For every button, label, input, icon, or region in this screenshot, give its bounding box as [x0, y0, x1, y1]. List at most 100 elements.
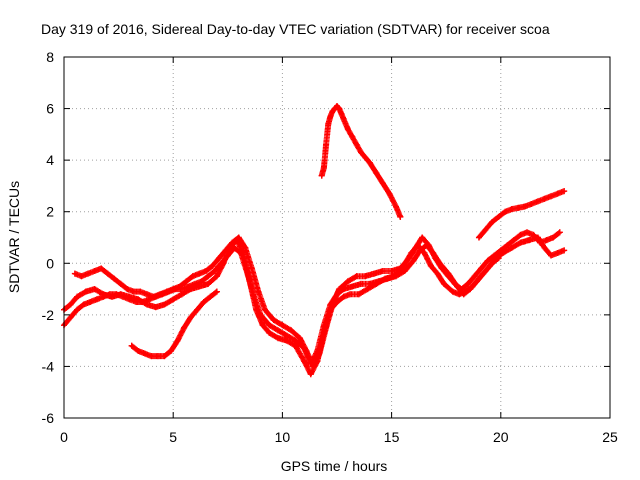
- data-point: [524, 229, 531, 236]
- data-point: [510, 237, 517, 244]
- data-point: [283, 337, 290, 344]
- data-point: [307, 371, 314, 378]
- data-point: [561, 188, 568, 195]
- data-point: [478, 265, 485, 272]
- chart-title: Day 319 of 2016, Sidereal Day-to-day VTE…: [41, 21, 550, 37]
- data-point: [202, 268, 209, 275]
- data-point: [168, 347, 175, 354]
- data-point: [71, 270, 78, 277]
- data-point: [301, 358, 308, 365]
- data-point: [517, 239, 524, 246]
- data-point: [154, 353, 161, 360]
- data-point: [556, 229, 563, 236]
- data-point: [292, 342, 299, 349]
- data-point: [550, 234, 557, 241]
- data-point: [548, 193, 555, 200]
- x-tick-label: 5: [169, 429, 177, 445]
- data-point: [425, 242, 432, 249]
- data-point: [473, 278, 480, 285]
- data-point: [141, 350, 148, 357]
- data-point: [170, 286, 177, 293]
- data-point: [235, 234, 242, 241]
- data-point: [237, 249, 244, 256]
- series-arc-6: [475, 188, 568, 241]
- data-point: [325, 121, 332, 128]
- data-point: [521, 203, 528, 210]
- data-point: [480, 270, 487, 277]
- data-point: [484, 257, 491, 264]
- data-point: [336, 286, 343, 293]
- data-point: [537, 239, 544, 246]
- data-point: [270, 317, 277, 324]
- data-point: [386, 190, 393, 197]
- data-point: [340, 293, 347, 300]
- data-point: [222, 247, 229, 254]
- x-tick-label: 0: [60, 429, 68, 445]
- data-point: [74, 293, 81, 300]
- data-point: [87, 298, 94, 305]
- data-point: [541, 195, 548, 202]
- data-point: [561, 247, 568, 254]
- series-arc-3: [71, 229, 563, 370]
- data-point: [111, 275, 118, 282]
- data-point: [427, 262, 434, 269]
- y-tick-label: 8: [46, 49, 54, 65]
- data-point: [526, 237, 533, 244]
- y-tick-label: 0: [46, 255, 54, 271]
- data-point: [257, 311, 264, 318]
- data-point: [303, 347, 310, 354]
- data-point: [434, 270, 441, 277]
- data-point: [266, 322, 273, 329]
- data-point: [432, 255, 439, 262]
- data-point: [259, 322, 266, 329]
- data-point: [104, 270, 111, 277]
- data-point: [329, 301, 336, 308]
- data-point: [185, 283, 192, 290]
- data-point: [135, 347, 142, 354]
- data-point: [124, 286, 131, 293]
- data-point: [251, 293, 258, 300]
- data-point: [323, 324, 330, 331]
- data-point: [347, 291, 354, 298]
- data-point: [93, 296, 100, 303]
- data-point: [224, 252, 231, 259]
- data-point: [364, 286, 371, 293]
- data-point: [231, 244, 238, 251]
- data-point: [449, 288, 456, 295]
- data-point: [412, 244, 419, 251]
- series-arc-5: [318, 102, 404, 220]
- data-point: [288, 327, 295, 334]
- data-point: [261, 306, 268, 313]
- data-point: [406, 255, 413, 262]
- data-point: [78, 273, 85, 280]
- data-point: [143, 291, 150, 298]
- data-points: [61, 102, 568, 378]
- data-point: [489, 219, 496, 226]
- data-point: [318, 172, 325, 179]
- data-point: [170, 296, 177, 303]
- x-tick-label: 25: [602, 429, 618, 445]
- y-tick-label: -6: [42, 410, 55, 426]
- data-point: [98, 265, 105, 272]
- data-point: [213, 288, 220, 295]
- data-point: [80, 301, 87, 308]
- data-point: [183, 278, 190, 285]
- data-point: [379, 180, 386, 187]
- data-point: [106, 291, 113, 298]
- data-point: [421, 249, 428, 256]
- data-point: [362, 273, 369, 280]
- data-point: [358, 149, 365, 156]
- data-point: [187, 314, 194, 321]
- data-point: [397, 265, 404, 272]
- data-point: [327, 113, 334, 120]
- y-tick-label: 4: [46, 152, 54, 168]
- data-point: [340, 115, 347, 122]
- data-point: [205, 273, 212, 280]
- data-point: [373, 170, 380, 177]
- data-point: [482, 226, 489, 233]
- data-point: [85, 270, 92, 277]
- data-point: [366, 280, 373, 287]
- data-point: [67, 301, 74, 308]
- data-point: [218, 260, 225, 267]
